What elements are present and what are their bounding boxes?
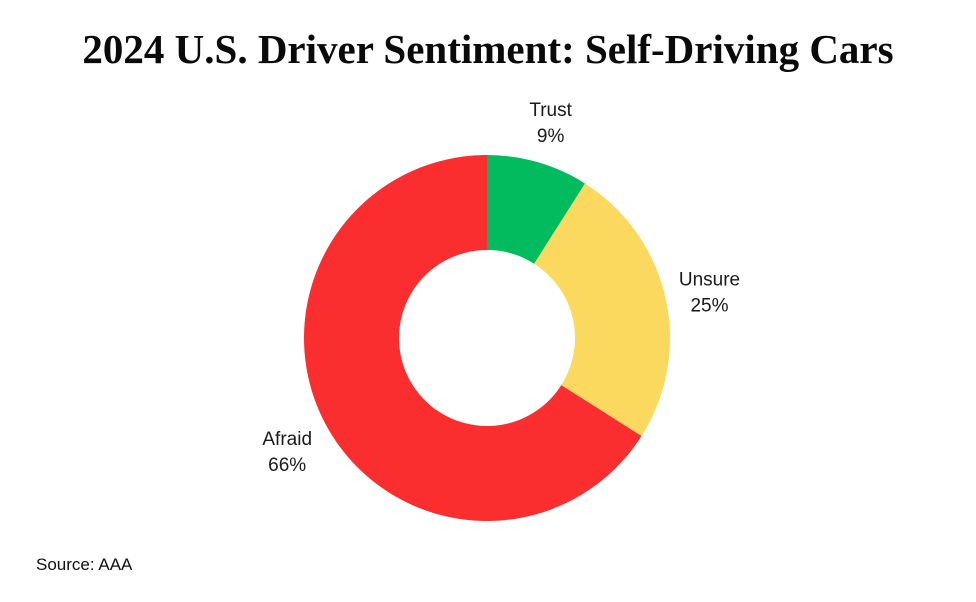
donut-slice-afraid [303,155,642,522]
slice-label-trust-name: Trust [529,100,572,121]
slice-label-trust-percent: 9% [537,126,565,147]
page-title: 2024 U.S. Driver Sentiment: Self-Driving… [82,26,894,72]
donut-slice-trust [487,155,586,264]
slice-label-unsure-percent: 25% [690,295,728,316]
slice-label-unsure-name: Unsure [679,269,740,290]
donut-slice-unsure [534,183,670,437]
slice-label-afraid-percent: 66% [268,455,306,476]
source-note: Source: AAA [36,555,133,574]
slice-label-afraid-name: Afraid [262,429,312,450]
